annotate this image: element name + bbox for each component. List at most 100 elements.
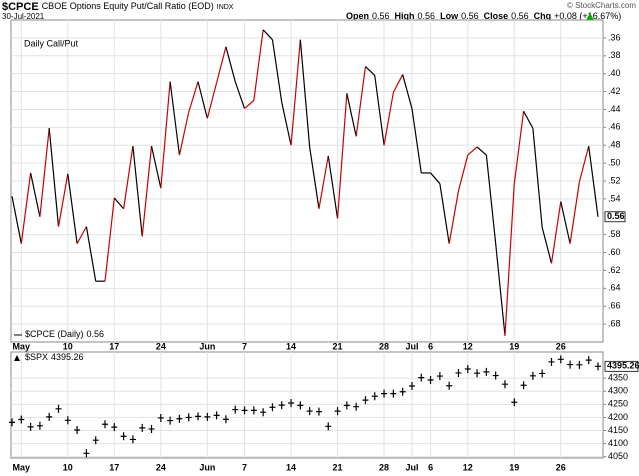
x-tick-label: 7: [242, 341, 247, 351]
line-segment: [309, 146, 320, 209]
price-cross: [464, 365, 471, 374]
line-segment: [392, 74, 404, 93]
line-segment: [160, 81, 171, 189]
x-tick-label: 7: [242, 462, 247, 472]
x-tick-label: 17: [109, 462, 119, 472]
price-cross: [64, 416, 71, 425]
stat-label: High: [395, 11, 415, 21]
y-tick-label: .50: [608, 157, 621, 167]
line-segment: [550, 201, 562, 264]
stat-value: +0.08 (+16.67%): [554, 11, 621, 21]
legend-value: 4395.26: [51, 352, 84, 362]
price-cross: [334, 407, 341, 416]
line-segment: [244, 100, 255, 110]
y-tick-label: .38: [608, 50, 621, 60]
y-tick-label: .46: [608, 122, 621, 132]
price-cross: [157, 413, 164, 422]
line-segment: [104, 197, 115, 282]
stat-value: 0.56: [511, 11, 529, 21]
y-tick-label: .36: [608, 32, 621, 42]
legend-name: $SPX: [25, 352, 48, 362]
line-segment: [30, 172, 41, 217]
x-tick-label: 24: [156, 462, 166, 472]
line-segment: [513, 111, 525, 184]
line-segment: [411, 108, 422, 174]
price-cross: [269, 403, 276, 412]
up-arrow: [586, 13, 594, 20]
price-cross: [92, 436, 99, 445]
bottom-panel: [10, 351, 604, 459]
x-tick-label: May: [13, 462, 31, 472]
price-cross: [343, 401, 350, 410]
price-cross: [371, 392, 378, 401]
price-cross: [557, 355, 564, 364]
price-cross: [222, 415, 229, 424]
line-segment: [495, 243, 506, 336]
stats: Open 0.56 High 0.56 Low 0.56 Close 0.56 Chg +0.08…: [346, 11, 621, 21]
y-tick-label: .52: [608, 175, 621, 185]
x-tick-label: 14: [286, 462, 296, 472]
price-cross: [408, 382, 415, 391]
price-cross: [232, 405, 239, 414]
line-segment: [448, 190, 460, 244]
line-segment: [365, 66, 376, 76]
price-cross: [250, 406, 257, 415]
legend-value: 0.56: [87, 329, 105, 339]
price-cross: [390, 389, 397, 398]
line-segment: [197, 81, 208, 119]
name: CBOE Options Equity Put/Call Ratio (EOD): [42, 1, 214, 11]
price-cross: [418, 373, 425, 382]
price-cross: [381, 389, 388, 398]
line-segment: [225, 46, 236, 82]
price-cross: [18, 415, 25, 424]
price-cross: [204, 412, 211, 421]
price-cross: [46, 412, 53, 421]
line-segment: [67, 173, 78, 244]
header: $CPCE CBOE Options Equity Put/Call Ratio …: [2, 1, 234, 13]
date: 30-Jul-2021: [2, 12, 45, 21]
line-segment: [336, 93, 348, 219]
last-value-box: [604, 360, 639, 372]
stat-value: 0.56: [418, 11, 436, 21]
price-cross: [548, 357, 555, 366]
stat-label: Chg: [534, 11, 552, 21]
price-cross: [27, 422, 34, 431]
annotation: Daily Call/Put: [24, 38, 79, 48]
price-cross: [362, 396, 369, 405]
line-segment: [234, 81, 246, 109]
line-segment: [383, 92, 394, 146]
line-segment: [48, 128, 60, 227]
x-tick-label: 12: [463, 341, 473, 351]
price-cross: [483, 367, 490, 376]
last-value-label: 0.56: [607, 211, 625, 221]
line-segment: [188, 81, 199, 113]
line-segment: [457, 154, 469, 191]
y-tick-label: 4150: [608, 425, 628, 435]
line-segment: [123, 146, 134, 209]
last-value-label: 4395.26: [607, 361, 639, 371]
price-cross: [520, 381, 527, 390]
line-segment: [150, 145, 162, 189]
x-tick-label: 28: [379, 462, 389, 472]
y-tick-label: 4350: [608, 373, 628, 383]
y-tick-label: 4300: [608, 386, 628, 396]
y-tick-label: .68: [608, 318, 621, 328]
price-cross: [148, 424, 155, 433]
x-tick-label: 6: [428, 462, 433, 472]
line-segment: [39, 128, 50, 217]
line-segment: [113, 197, 125, 210]
price-cross: [288, 399, 295, 408]
price-cross: [436, 372, 443, 381]
price-cross: [446, 381, 453, 390]
x-tick-label: Jun: [199, 341, 215, 351]
x-tick-label: 26: [556, 341, 566, 351]
price-cross: [120, 432, 127, 441]
price-cross: [595, 362, 601, 371]
y-tick-label: .48: [608, 140, 621, 150]
line-segment: [57, 173, 69, 227]
stat-value: 0.56: [461, 11, 479, 21]
stat-label: Low: [440, 11, 459, 21]
y-tick-label: .60: [608, 247, 621, 257]
x-tick-label: 21: [333, 462, 343, 472]
